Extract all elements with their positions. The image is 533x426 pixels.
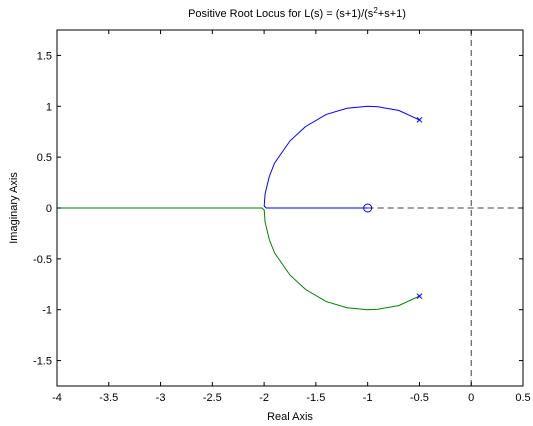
- y-tick-label: -1.5: [33, 356, 52, 368]
- zero-marker-1: [363, 203, 373, 213]
- x-tick-label: -0.5: [410, 392, 429, 404]
- x-tick-label: -2.5: [203, 392, 222, 404]
- x-axis-label: Real Axis: [267, 411, 313, 423]
- pole-marker-2: [416, 293, 423, 299]
- title-suffix: +s+1): [378, 8, 406, 20]
- y-tick-label: 1.5: [37, 50, 52, 62]
- y-tick-label: 0.5: [37, 152, 52, 164]
- title-superscript: 2: [373, 6, 378, 15]
- y-tick-label: 0: [46, 203, 52, 215]
- x-tick-label: -3.5: [99, 392, 118, 404]
- y-tick-label: 1: [46, 101, 52, 113]
- locus-branch-1: [263, 105, 420, 209]
- locus-branch-2: [57, 207, 420, 311]
- x-tick-label: -3: [156, 392, 166, 404]
- chart-title: Positive Root Locus for L(s) = (s+1)/(s2…: [188, 6, 406, 20]
- x-tick-label: -1.5: [306, 392, 325, 404]
- x-tick-label: 0: [468, 392, 474, 404]
- y-axis-label: Imaginary Axis: [8, 172, 20, 244]
- y-tick-label: -0.5: [33, 254, 52, 266]
- x-tick-label: -4: [52, 392, 62, 404]
- pole-zero-markers: [363, 117, 423, 299]
- pole-marker-1: [416, 117, 423, 123]
- x-tick-label: 0.5: [515, 392, 530, 404]
- title-prefix: Positive Root Locus for L(s) = (s+1)/(s: [188, 8, 374, 20]
- axis-ticks: -4 -3.5 -3 -2.5 -2 -1.5 -1 -0.5 0 0.5 -1.5 -1 -0.5 0 0…: [33, 30, 531, 404]
- y-tick-label: -1: [42, 305, 52, 317]
- x-tick-label: -2: [259, 392, 269, 404]
- x-tick-label: -1: [363, 392, 373, 404]
- locus-series: [57, 105, 420, 311]
- reference-lines: [367, 30, 523, 386]
